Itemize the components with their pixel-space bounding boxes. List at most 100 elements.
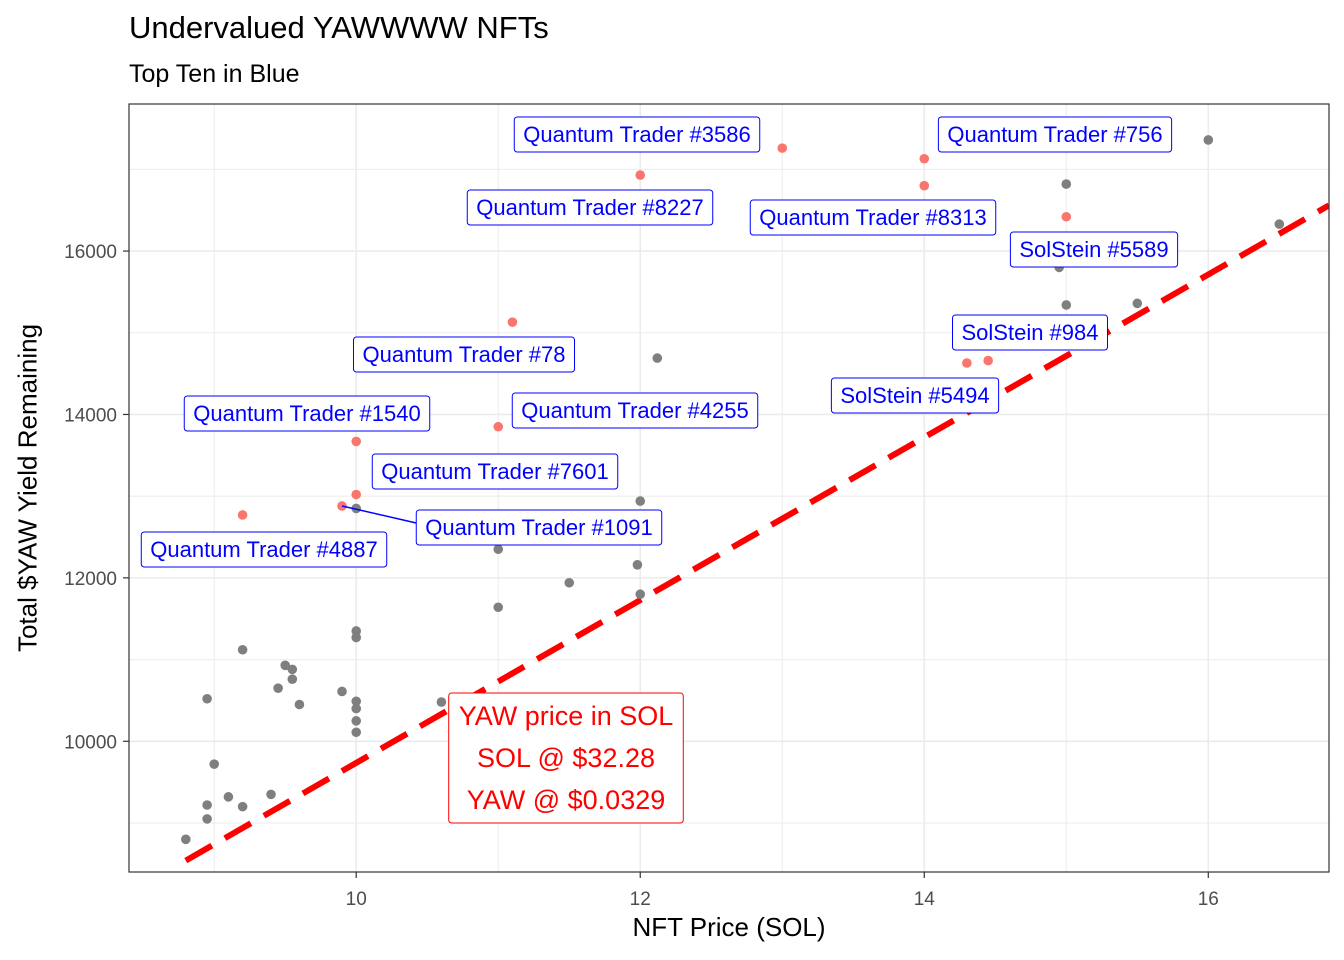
label-leader-line (341, 505, 417, 524)
data-point (202, 693, 212, 704)
point-label: Quantum Trader #4255 (511, 392, 759, 429)
point-label-box (1009, 231, 1179, 268)
top-ten-data-point (777, 143, 788, 153)
point-label-box (511, 392, 759, 429)
point-label-box (140, 531, 388, 568)
point-label: Quantum Trader #8313 (749, 199, 997, 236)
x-tick-label: 10 (346, 889, 367, 910)
data-point (273, 683, 283, 693)
annotation-line: YAW @ $0.0329 (467, 785, 666, 815)
point-label: Quantum Trader #1540 (183, 395, 431, 432)
data-point (294, 699, 305, 710)
data-point (632, 560, 643, 570)
point-label-text: SolStein #5589 (1019, 237, 1168, 262)
point-label: SolStein #5494 (830, 377, 1000, 414)
top-ten-data-point (919, 180, 930, 191)
data-point (436, 697, 447, 707)
data-point (287, 664, 298, 675)
data-point (209, 759, 220, 769)
top-ten-data-point (919, 153, 930, 164)
y-tick-label: 10000 (64, 732, 117, 753)
data-point (237, 644, 248, 655)
annotation-line: YAW price in SOL (459, 701, 674, 731)
panel-border (128, 103, 1330, 873)
reference-line-layer (184, 202, 1329, 864)
point-label-box (937, 116, 1173, 153)
data-point (1274, 219, 1285, 229)
axes: 10 12 14 16 10000 12000 14000 16000 (64, 103, 1330, 910)
annotation-box-border (448, 692, 684, 824)
point-label-box (830, 377, 1000, 414)
point-label-box (466, 189, 714, 226)
data-point (351, 703, 362, 714)
y-tick-label: 14000 (64, 405, 117, 426)
data-point (1203, 135, 1214, 145)
y-tick-label: 12000 (64, 569, 117, 590)
point-label-text: Quantum Trader #8227 (476, 195, 703, 220)
point-label: SolStein #984 (952, 314, 1108, 351)
top-ten-data-point (983, 355, 993, 366)
top-ten-data-point (351, 489, 362, 500)
data-point (351, 626, 362, 636)
data-point (493, 602, 504, 613)
data-point (493, 544, 504, 555)
point-label-box (415, 509, 663, 546)
grid-lines (129, 104, 1329, 872)
point-label-text: Quantum Trader #8313 (759, 205, 986, 230)
point-label-text: Quantum Trader #756 (947, 122, 1162, 147)
x-tick-label: 12 (630, 889, 651, 910)
point-label-text: Quantum Trader #78 (362, 342, 565, 367)
point-label-box (352, 336, 576, 373)
y-axis-label: Total $YAW Yield Remaining (12, 323, 43, 653)
point-label: Quantum Trader #756 (937, 116, 1173, 153)
data-point (652, 353, 663, 363)
point-label-box (513, 116, 761, 153)
point-label-box (952, 314, 1108, 351)
data-point (351, 503, 362, 514)
x-tick-label: 16 (1198, 889, 1219, 910)
data-point (351, 716, 362, 726)
point-label-text: Quantum Trader #7601 (381, 459, 608, 484)
data-point (1132, 298, 1143, 309)
data-point (351, 727, 362, 738)
point-label-text: Quantum Trader #4887 (150, 537, 377, 562)
point-label-text: Quantum Trader #4255 (521, 398, 748, 423)
point-label-text: Quantum Trader #1540 (193, 401, 420, 426)
top-ten-data-point (237, 510, 248, 520)
point-label-text: SolStein #5494 (840, 383, 989, 408)
y-tick-label: 16000 (64, 242, 117, 263)
data-point (1061, 300, 1072, 310)
point-label-box (749, 199, 997, 236)
point-label: Quantum Trader #3586 (513, 116, 761, 153)
data-point (280, 660, 291, 671)
data-point (564, 577, 575, 588)
point-label: Quantum Trader #1091 (415, 509, 663, 546)
point-label: Quantum Trader #7601 (371, 453, 619, 490)
top-ten-data-point (507, 317, 518, 327)
data-point (287, 674, 298, 684)
point-label: Quantum Trader #4887 (140, 531, 388, 568)
x-tick-label: 14 (914, 889, 936, 910)
data-point (351, 696, 362, 707)
x-axis-label: NFT Price (SOL) (632, 912, 826, 942)
data-point (202, 800, 212, 810)
point-label-box (183, 395, 431, 432)
data-point (181, 834, 191, 845)
point-label-text: Quantum Trader #1091 (425, 515, 652, 540)
point-label-text: SolStein #984 (962, 320, 1099, 345)
annotation-group: YAW price in SOL SOL @ $32.28 YAW @ $0.032… (448, 692, 684, 824)
top-ten-data-point (962, 358, 972, 368)
point-label: Quantum Trader #8227 (466, 189, 714, 226)
data-point (1061, 179, 1072, 189)
top-ten-data-point (1061, 211, 1072, 222)
data-point (202, 814, 212, 824)
point-labels: Quantum Trader #3586 Quantum Trader #756 Q… (140, 116, 1179, 568)
top-ten-data-point (351, 436, 362, 447)
point-label: SolStein #5589 (1009, 231, 1179, 268)
data-point (266, 789, 276, 800)
reference-dashed-line (184, 202, 1329, 864)
chart-title: Undervalued YAWWWW NFTs (129, 10, 549, 45)
data-point (237, 801, 248, 812)
point-label: Quantum Trader #78 (352, 336, 576, 373)
